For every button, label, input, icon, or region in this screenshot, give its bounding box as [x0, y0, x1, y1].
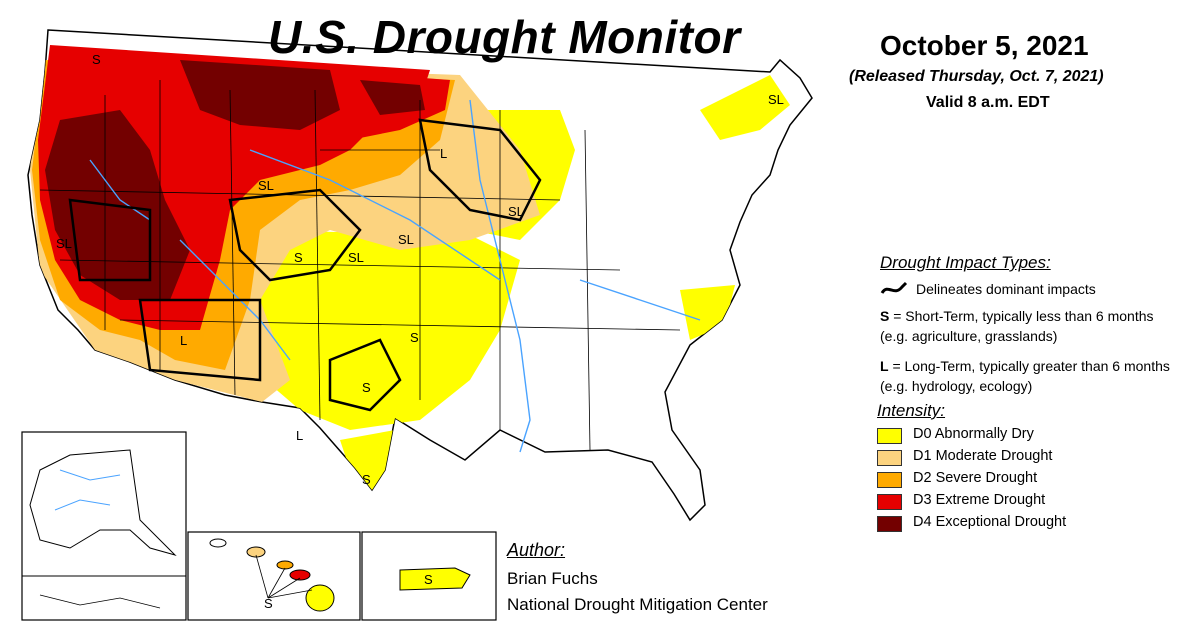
map-date: October 5, 2021 [880, 30, 1089, 61]
intensity-heading: Intensity: [877, 401, 946, 420]
author-name: Brian Fuchs [507, 569, 598, 588]
legend-label-d2: D2 Severe Drought [913, 470, 1038, 486]
author-org: National Drought Mitigation Center [507, 595, 768, 614]
legend-swatch-d4 [877, 516, 902, 532]
valid-time: Valid 8 a.m. EDT [926, 94, 1050, 111]
d4-north-dakota [360, 80, 425, 115]
release-date: (Released Thursday, Oct. 7, 2021) [849, 68, 1104, 85]
legend-swatch-d1 [877, 450, 902, 466]
label-sl-wa: S [92, 52, 101, 67]
label-sl-me: SL [768, 92, 784, 107]
short-term-text: = Short-Term, typically less than 6 mont… [880, 308, 1154, 344]
d0-northeast [700, 75, 790, 140]
legend-swatch-d2 [877, 472, 902, 488]
conus-map: S SL SL S SL SL L SL SL L S S L S [27, 29, 813, 522]
legend-swatch-d3 [877, 494, 902, 510]
legend-label-d1: D1 Moderate Drought [913, 448, 1053, 464]
label-sl-ne: SL [398, 232, 414, 247]
label-sl-ks: SL [348, 250, 364, 265]
label-s-pr: S [424, 572, 433, 587]
puerto-rico-inset: S [361, 531, 497, 621]
legend-label-d0: D0 Abnormally Dry [913, 426, 1034, 442]
label-l-az: L [180, 333, 187, 348]
alaska-inset [21, 431, 187, 621]
long-term-code: L [880, 358, 889, 374]
impact-labels: S SL SL S SL SL L SL SL L S S L S [56, 52, 784, 487]
page-title: U.S. Drought Monitor [268, 11, 741, 63]
label-s-ok: S [410, 330, 419, 345]
impact-types-heading: Drought Impact Types: [880, 253, 1051, 272]
label-sl-ca: SL [56, 236, 72, 251]
hawaii-inset: S [187, 531, 361, 621]
label-sl-wy: SL [258, 178, 274, 193]
label-s-tx: S [362, 380, 371, 395]
author-heading: Author: [507, 540, 566, 560]
long-term-text: = Long-Term, typically greater than 6 mo… [880, 358, 1170, 394]
short-term-entry: S = Short-Term, typically less than 6 mo… [880, 306, 1180, 346]
legend-swatch-d0 [877, 428, 902, 444]
delineation-line-icon [880, 281, 908, 294]
d0-central-plains [240, 230, 520, 430]
d4-montana [180, 60, 340, 130]
legend-label-d4: D4 Exceptional Drought [913, 514, 1067, 530]
delineates-entry: Delineates dominant impacts [880, 279, 1180, 301]
label-s-co: S [294, 250, 303, 265]
delineates-label: Delineates dominant impacts [916, 281, 1096, 297]
long-term-entry: L = Long-Term, typically greater than 6 … [880, 356, 1180, 396]
label-s-hi: S [264, 596, 273, 611]
state-boundaries [39, 80, 681, 451]
label-l-mn: L [440, 146, 447, 161]
short-term-code: S [880, 308, 890, 324]
label-s-stx: S [362, 472, 371, 487]
impact-boundaries [68, 118, 542, 412]
legend-label-d3: D3 Extreme Drought [913, 492, 1046, 508]
label-l-tx: L [296, 428, 303, 443]
label-sl-ia: SL [508, 204, 524, 219]
